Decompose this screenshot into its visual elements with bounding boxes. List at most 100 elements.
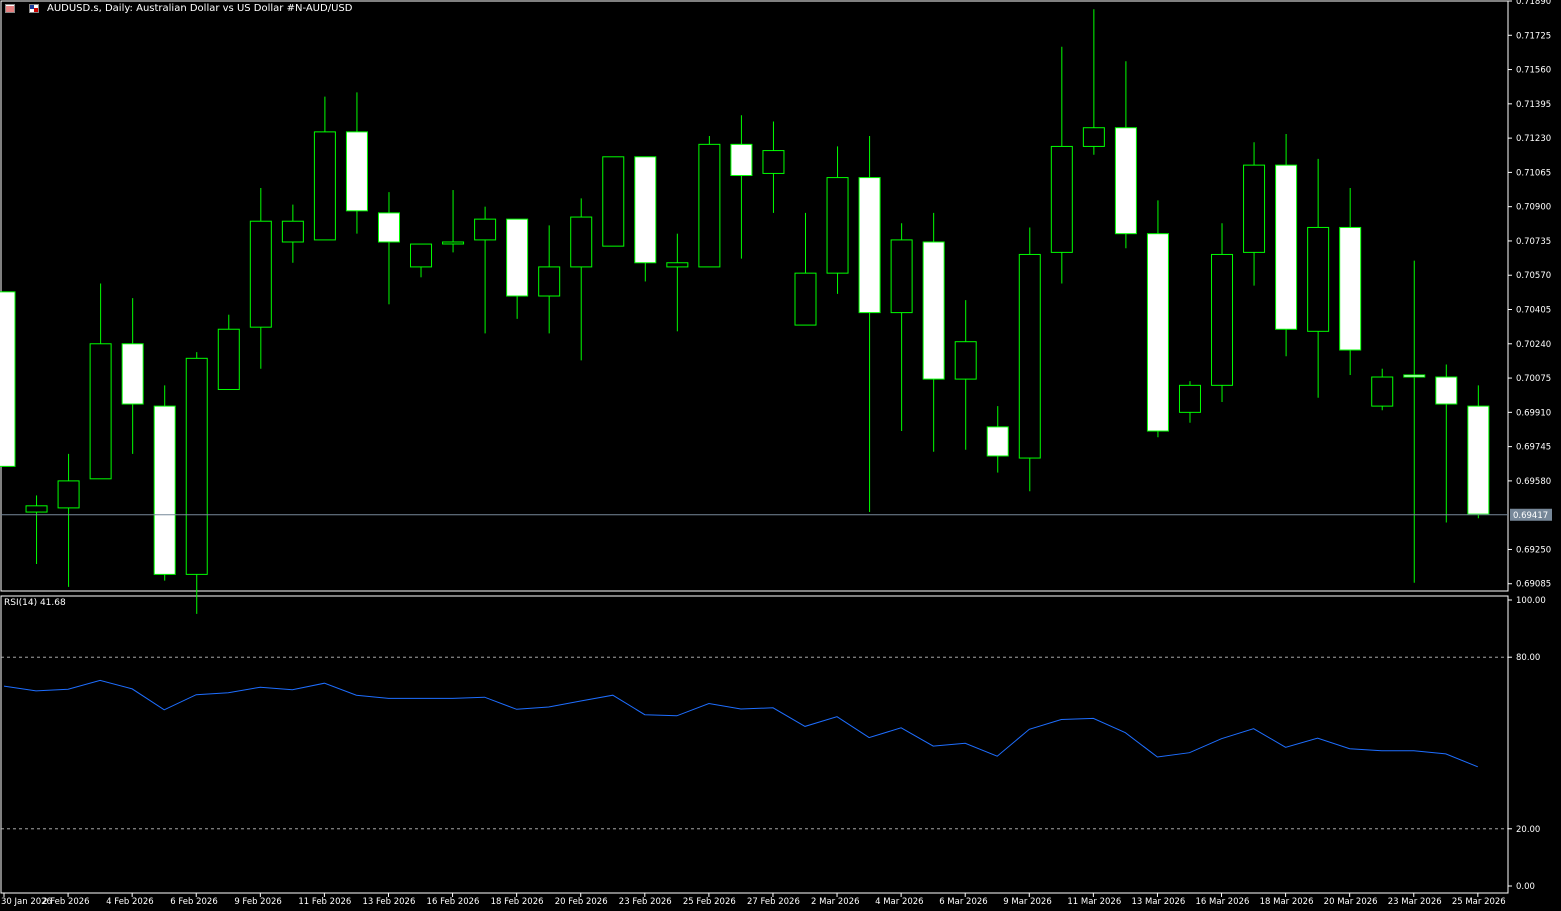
candle: [1307, 158, 1330, 398]
candle-body: [538, 266, 561, 297]
candle-body: [922, 241, 945, 380]
candle: [249, 187, 272, 369]
time-tick-label: 6 Feb 2026: [170, 897, 218, 907]
price-tick-label: 0.69910: [1516, 408, 1551, 418]
time-tick-label: 11 Feb 2026: [298, 897, 351, 907]
candle: [89, 283, 112, 480]
candle-body: [986, 426, 1009, 457]
rsi-tick-label: 100.00: [1516, 596, 1546, 606]
price-tick-label: 0.70900: [1516, 203, 1551, 213]
chart-properties-icon[interactable]: [5, 4, 15, 13]
candle-body: [1467, 405, 1490, 515]
candle: [442, 190, 465, 253]
candle-body: [794, 272, 817, 326]
rsi-tick-label: 0.00: [1516, 882, 1535, 892]
candlestick-series: [0, 9, 1490, 614]
candle: [858, 136, 881, 513]
price-axis: 0.71890 0.71725 0.71560 0.71395 0.71230 0.710…: [1508, 0, 1551, 590]
symbol-flag-icon[interactable]: [29, 4, 39, 13]
price-tick-label: 0.69250: [1516, 545, 1551, 555]
candle: [1467, 385, 1490, 519]
candle-body: [1435, 376, 1458, 405]
candle: [922, 212, 945, 452]
candle-body: [345, 131, 368, 212]
candle: [890, 223, 913, 432]
rsi-tick-label: 80.00: [1516, 653, 1540, 663]
candle: [1082, 9, 1105, 155]
rsi-line: [3, 679, 1478, 768]
price-tick-label: 0.71560: [1516, 66, 1551, 76]
price-tick-label: 0.69085: [1516, 580, 1551, 590]
candle-body: [602, 156, 625, 247]
candle-body: [826, 177, 849, 274]
chart-frame: [0, 0, 1509, 894]
candle: [826, 146, 849, 294]
candle-body: [506, 218, 529, 297]
candle-body: [890, 239, 913, 314]
candle: [1403, 260, 1426, 583]
candle: [0, 291, 16, 467]
time-tick-label: 6 Mar 2026: [939, 897, 987, 907]
candle-body: [698, 143, 721, 268]
candle: [602, 156, 625, 247]
candle: [410, 243, 433, 278]
time-tick-label: 9 Mar 2026: [1003, 897, 1051, 907]
time-tick-label: 16 Mar 2026: [1196, 897, 1250, 907]
time-tick-label: 18 Mar 2026: [1260, 897, 1314, 907]
candle-body: [1178, 384, 1201, 413]
candle: [313, 96, 336, 241]
price-tick-label: 0.70405: [1516, 306, 1551, 316]
rsi-axis: 100.00 80.00 20.00 0.00: [1, 596, 1546, 892]
candle-body: [1275, 164, 1298, 330]
time-tick-label: 9 Feb 2026: [234, 897, 282, 907]
candle: [121, 298, 144, 454]
candle: [1275, 133, 1298, 357]
candle: [377, 192, 400, 305]
candle-body: [217, 328, 240, 390]
time-tick-label: 23 Mar 2026: [1388, 897, 1442, 907]
candle-body: [762, 150, 785, 174]
candle: [666, 233, 689, 332]
candle-body: [1339, 226, 1362, 351]
time-tick-label: 25 Mar 2026: [1452, 897, 1506, 907]
price-tick-label: 0.71230: [1516, 134, 1551, 144]
candle: [954, 300, 977, 450]
time-tick-label: 30 Jan 2026: [1, 897, 52, 907]
candle: [634, 156, 657, 282]
candle-body: [1307, 226, 1330, 332]
price-tick-label: 0.71395: [1516, 100, 1551, 110]
candle: [1435, 364, 1458, 523]
time-tick-label: 25 Feb 2026: [683, 897, 736, 907]
candle-body: [25, 505, 48, 513]
candle: [698, 136, 721, 268]
rsi-panel-border: [0, 595, 1509, 894]
candle-body: [858, 177, 881, 314]
time-tick-label: 16 Feb 2026: [427, 897, 480, 907]
candle: [185, 352, 208, 614]
candle: [1371, 368, 1394, 411]
candle-body: [1146, 233, 1169, 432]
candle-body: [1403, 374, 1426, 378]
candle: [986, 406, 1009, 473]
price-tick-label: 0.71725: [1516, 31, 1551, 41]
candle: [1178, 381, 1201, 423]
time-tick-label: 18 Feb 2026: [491, 897, 544, 907]
price-tick-label: 0.69745: [1516, 443, 1551, 453]
candle: [217, 314, 240, 390]
time-tick-label: 13 Feb 2026: [362, 897, 415, 907]
time-tick-label: 13 Mar 2026: [1131, 897, 1185, 907]
candle-body: [1050, 145, 1073, 253]
candle-body: [474, 218, 497, 241]
candle: [25, 495, 48, 564]
candle-body: [410, 243, 433, 268]
candle-body: [249, 220, 272, 328]
rsi-label: RSI(14) 41.68: [4, 598, 66, 608]
candle: [474, 206, 497, 334]
candle-body: [1018, 253, 1041, 459]
time-tick-label: 2 Mar 2026: [811, 897, 859, 907]
time-tick-label: 2 Feb 2026: [42, 897, 90, 907]
price-tick-label: 0.70240: [1516, 340, 1551, 350]
candle: [1114, 61, 1137, 249]
